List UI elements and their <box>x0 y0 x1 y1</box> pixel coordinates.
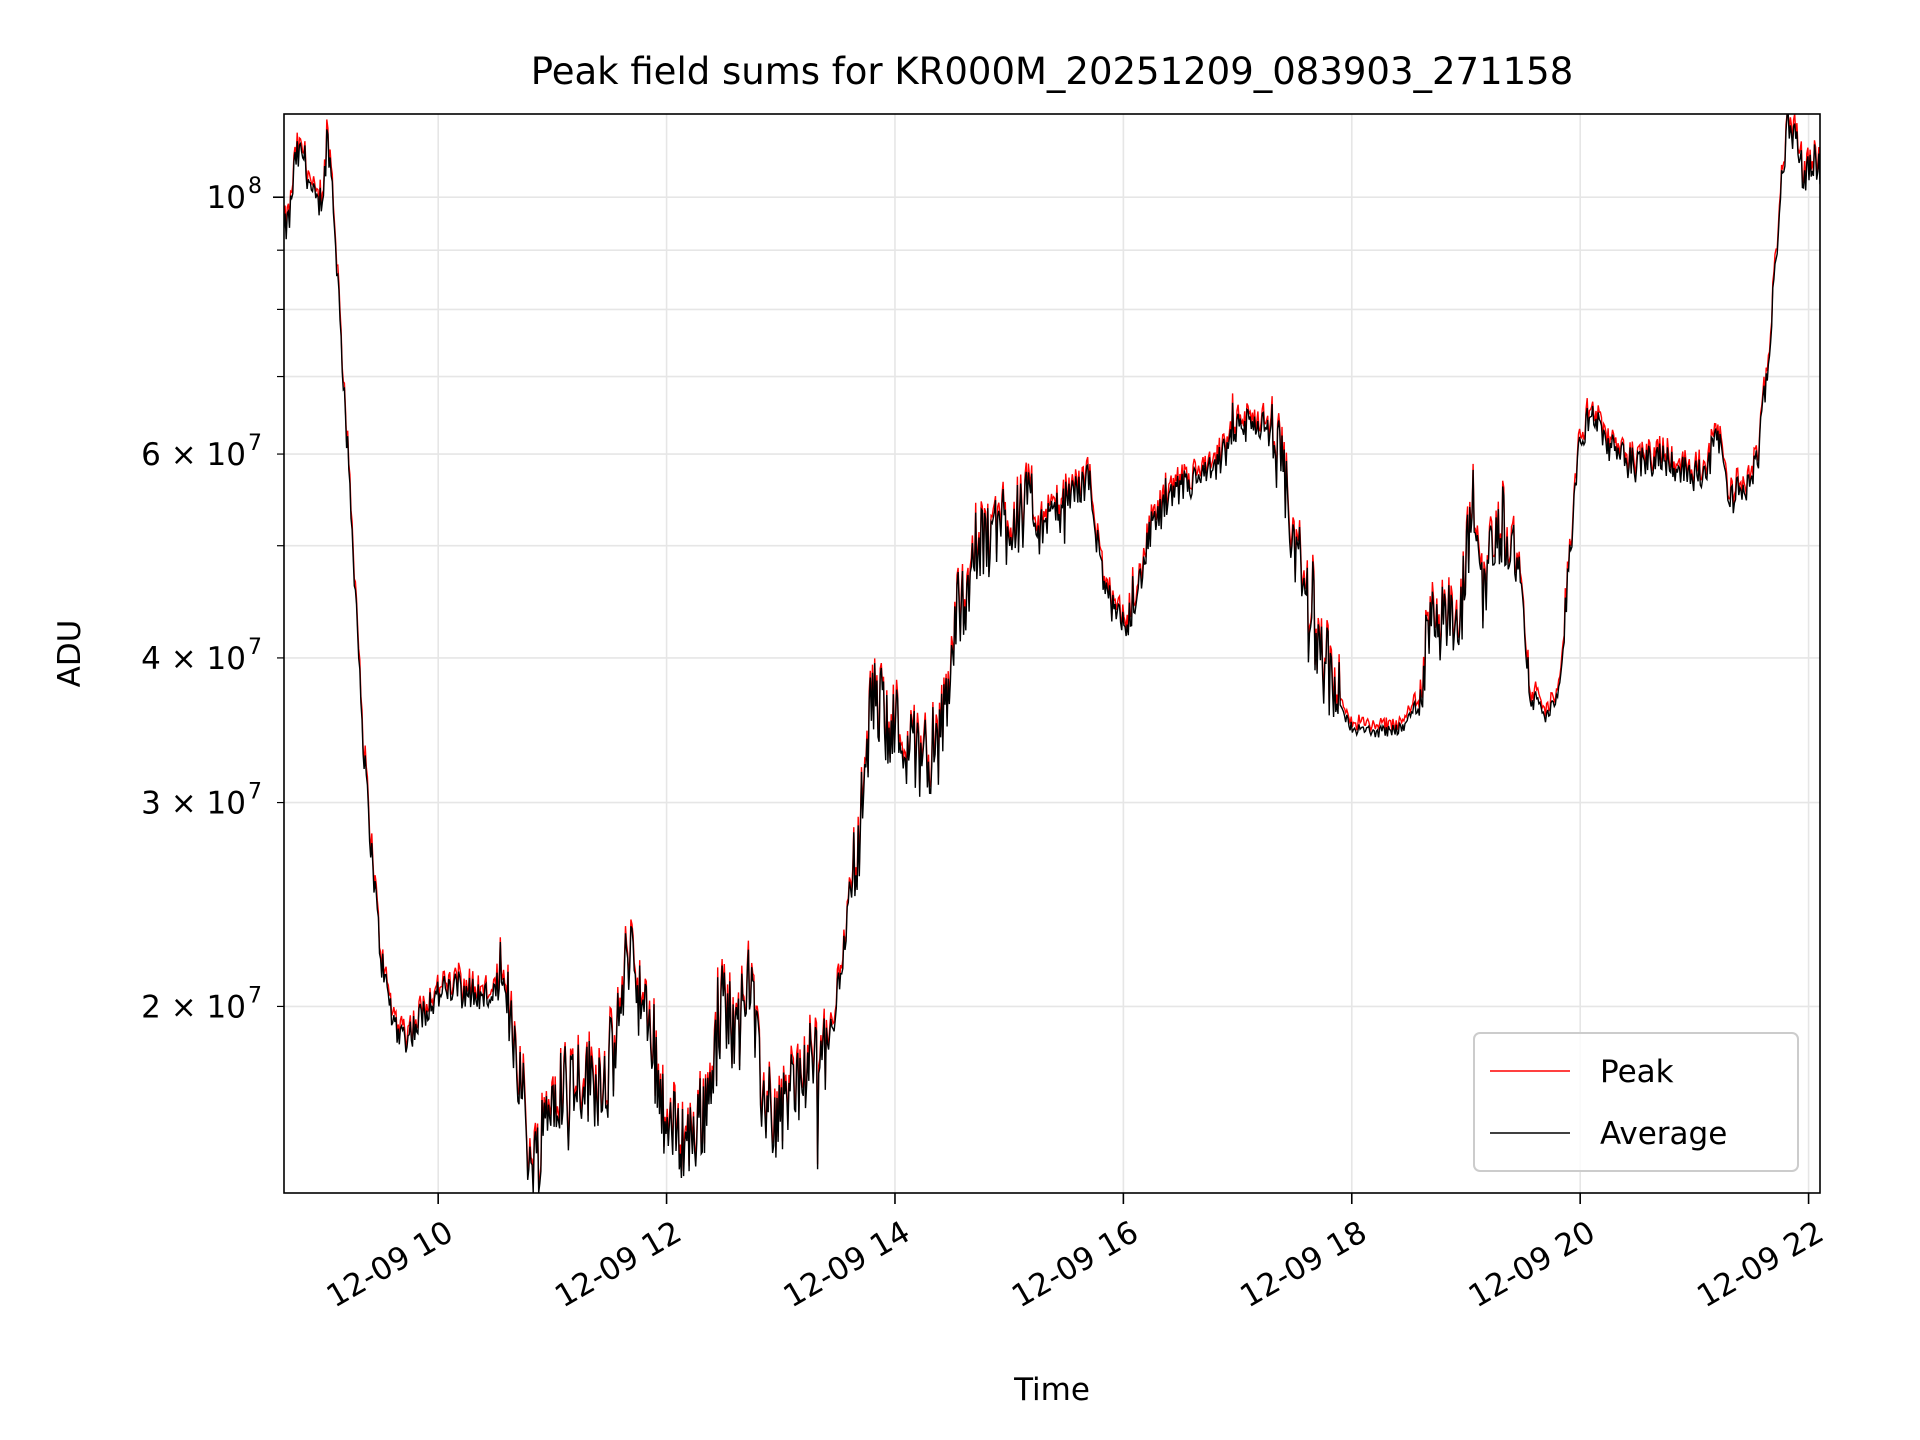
y-tick-exponent: 7 <box>248 431 262 456</box>
series-layer <box>284 114 1820 1193</box>
grid <box>284 114 1820 1193</box>
y-tick-label: 4 × 10 <box>141 641 246 677</box>
y-tick-exponent: 7 <box>248 983 262 1008</box>
series-line-average <box>284 114 1820 1193</box>
y-tick-exponent: 7 <box>248 780 262 805</box>
y-axis-label: ADU <box>52 620 88 688</box>
y-tick-label: 3 × 10 <box>141 786 246 822</box>
plot-frame <box>283 113 1821 1194</box>
x-axis-label: Time <box>1013 1372 1090 1408</box>
chart-title: Peak field sums for KR000M_20251209_0839… <box>531 50 1574 93</box>
y-tick-label: 10 <box>207 180 246 216</box>
y-tick-exponent: 8 <box>248 174 262 199</box>
legend: Peak Average <box>1473 1032 1799 1172</box>
legend-label-peak: Peak <box>1600 1054 1674 1090</box>
y-tick-label: 6 × 10 <box>141 437 246 473</box>
y-tick-exponent: 7 <box>248 635 262 660</box>
legend-box <box>1473 1032 1799 1172</box>
y-tick-label: 2 × 10 <box>141 989 246 1025</box>
legend-label-average: Average <box>1600 1116 1727 1152</box>
